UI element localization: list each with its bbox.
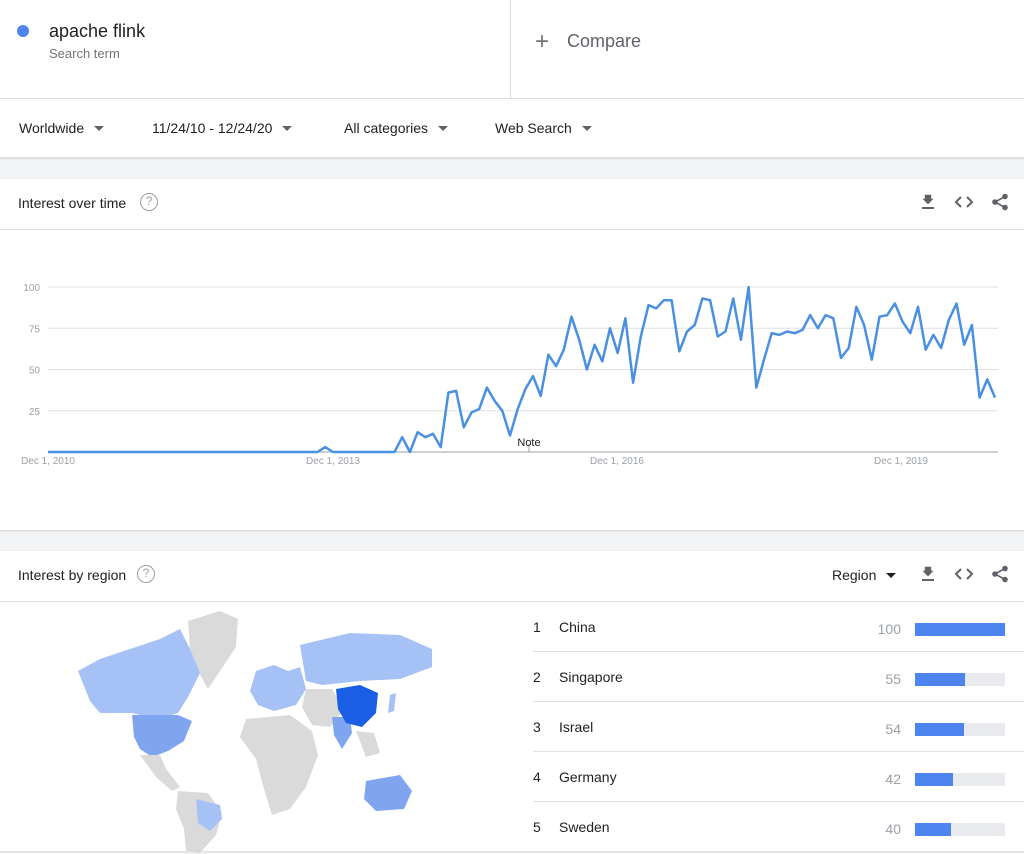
interest-over-time-header: Interest over time ?: [0, 179, 1024, 230]
region-bar-track: [915, 623, 1005, 636]
x-tick-label: Dec 1, 2010: [21, 456, 75, 467]
search-term-card[interactable]: apache flink Search term: [0, 0, 511, 99]
region-usa[interactable]: [132, 715, 192, 757]
region-bar-track: [915, 823, 1005, 836]
region-bar-track: [915, 723, 1005, 736]
interest-over-time-chart: 100 75 50 25 Dec 1, 2010 Dec 1, 2013 Dec 1, 2…: [21, 283, 998, 467]
region-bar-track: [915, 673, 1005, 686]
date-range-label: 11/24/10 - 12/24/20: [152, 120, 273, 136]
download-icon[interactable]: [918, 192, 938, 212]
region-ranking-list: 1 China 100 2 Singapore 55 3 Israel 54 4…: [533, 602, 1024, 852]
help-icon[interactable]: ?: [137, 565, 155, 583]
share-icon[interactable]: [990, 564, 1010, 584]
region-row[interactable]: 1 China 100: [533, 602, 1024, 652]
region-bar-fill: [915, 623, 1005, 636]
category-filter-label: All categories: [344, 120, 429, 136]
region-india[interactable]: [332, 717, 352, 749]
filter-bar: Worldwide 11/24/10 - 12/24/20 All catego…: [0, 99, 1024, 158]
chevron-down-icon: [282, 125, 293, 131]
region-mexico[interactable]: [140, 755, 180, 791]
plus-icon: +: [535, 27, 550, 55]
compare-label: Compare: [567, 31, 642, 51]
region-filter[interactable]: Worldwide: [19, 120, 105, 136]
region-bar-fill: [915, 673, 965, 686]
region-name[interactable]: Israel: [559, 719, 594, 735]
region-name[interactable]: Singapore: [559, 669, 623, 685]
region-value: 55: [885, 671, 901, 687]
region-row[interactable]: 2 Singapore 55: [533, 652, 1024, 702]
search-type-filter[interactable]: Web Search: [495, 120, 592, 136]
region-bar-fill: [915, 723, 964, 736]
region-rank: 2: [533, 669, 541, 685]
region-name[interactable]: Sweden: [559, 819, 610, 835]
region-africa[interactable]: [240, 715, 318, 815]
y-tick-label: 75: [29, 324, 41, 335]
region-canada[interactable]: [78, 629, 200, 719]
region-row[interactable]: 5 Sweden 40: [533, 802, 1024, 852]
series-line[interactable]: [48, 285, 997, 454]
world-map[interactable]: [60, 609, 520, 854]
search-type-label: Web Search: [495, 120, 572, 136]
region-greenland[interactable]: [188, 611, 238, 689]
region-australia[interactable]: [364, 775, 412, 811]
chevron-down-icon: [438, 125, 449, 131]
help-icon[interactable]: ?: [140, 193, 158, 211]
download-icon[interactable]: [918, 564, 938, 584]
interest-over-time-card: Interest over time ? 100 75 50 25 Dec 1, 20…: [0, 179, 1024, 530]
region-rank: 3: [533, 719, 541, 735]
chevron-down-icon: [94, 125, 105, 131]
share-icon[interactable]: [990, 192, 1010, 212]
embed-code-icon[interactable]: [954, 564, 974, 584]
y-tick-label: 50: [29, 366, 41, 377]
chevron-down-icon: [886, 572, 897, 578]
search-term-subtitle: Search term: [49, 46, 120, 61]
date-range-filter[interactable]: 11/24/10 - 12/24/20: [152, 120, 293, 136]
region-brazil[interactable]: [196, 799, 222, 831]
category-filter[interactable]: All categories: [344, 120, 449, 136]
region-bar-fill: [915, 823, 951, 836]
interest-by-region-header: Interest by region ? Region: [0, 551, 1024, 602]
region-rank: 5: [533, 819, 541, 835]
term-color-dot: [17, 25, 29, 37]
region-value: 40: [885, 821, 901, 837]
search-term-header: apache flink Search term + Compare: [0, 0, 1024, 99]
region-resolution-label: Region: [832, 567, 877, 583]
note-label[interactable]: Note: [517, 437, 540, 449]
search-term-name[interactable]: apache flink: [49, 21, 146, 41]
region-row[interactable]: 3 Israel 54: [533, 702, 1024, 752]
interest-over-time-title: Interest over time: [18, 195, 127, 211]
interest-by-region-card: Interest by region ? Region: [0, 551, 1024, 854]
region-russia[interactable]: [300, 633, 432, 685]
region-europe[interactable]: [250, 665, 306, 711]
region-value: 100: [877, 621, 901, 637]
x-tick-label: Dec 1, 2013: [306, 456, 360, 467]
region-row[interactable]: 4 Germany 42: [533, 752, 1024, 802]
region-bar-track: [915, 773, 1005, 786]
region-rank: 1: [533, 619, 541, 635]
chevron-down-icon: [581, 125, 592, 131]
compare-button[interactable]: + Compare: [535, 27, 642, 55]
region-rank: 4: [533, 769, 541, 785]
y-tick-label: 100: [23, 283, 40, 294]
y-tick-label: 25: [29, 407, 41, 418]
x-tick-label: Dec 1, 2019: [874, 456, 928, 467]
region-name[interactable]: Germany: [559, 769, 617, 785]
embed-code-icon[interactable]: [954, 192, 974, 212]
region-value: 42: [885, 771, 901, 787]
region-bar-fill: [915, 773, 953, 786]
region-japan[interactable]: [388, 693, 396, 713]
region-resolution-select[interactable]: Region: [832, 567, 897, 583]
region-filter-label: Worldwide: [19, 120, 85, 136]
region-value: 54: [885, 721, 901, 737]
region-china[interactable]: [336, 685, 378, 727]
region-name[interactable]: China: [559, 619, 596, 635]
interest-by-region-title: Interest by region: [18, 567, 127, 583]
x-tick-label: Dec 1, 2016: [590, 456, 644, 467]
region-southeast-asia[interactable]: [356, 731, 380, 757]
